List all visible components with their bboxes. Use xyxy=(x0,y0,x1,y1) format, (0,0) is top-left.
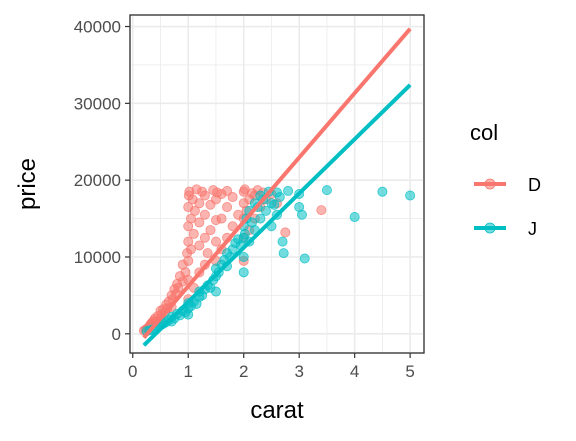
data-point xyxy=(189,205,200,216)
y-axis: 0 10000 20000 30000 40000 xyxy=(74,18,130,344)
data-point xyxy=(278,248,289,259)
legend-item-J: J xyxy=(474,219,537,239)
data-point xyxy=(321,185,332,196)
data-point xyxy=(222,202,233,213)
legend-label: D xyxy=(528,175,541,195)
legend-key-point xyxy=(484,178,496,190)
y-tick-label: 10000 xyxy=(74,248,121,267)
data-point xyxy=(186,244,197,255)
trend-lines xyxy=(142,27,412,347)
data-point xyxy=(216,213,227,224)
y-tick-label: 0 xyxy=(112,325,121,344)
data-point xyxy=(316,205,327,216)
data-point xyxy=(283,185,294,196)
x-tick-label: 0 xyxy=(128,362,137,381)
data-point xyxy=(238,267,249,278)
data-point xyxy=(199,209,210,220)
y-tick-label: 20000 xyxy=(74,171,121,190)
data-point xyxy=(210,236,221,247)
trend-line-J xyxy=(142,83,412,347)
legend: col DJ xyxy=(470,120,541,239)
trend-line-D xyxy=(142,27,412,339)
data-point xyxy=(194,217,205,228)
data-point xyxy=(227,221,238,232)
data-point xyxy=(238,251,249,262)
data-point xyxy=(274,192,285,203)
data-point xyxy=(222,185,233,196)
y-tick-label: 40000 xyxy=(74,18,121,37)
data-point xyxy=(255,213,266,224)
x-axis-title: carat xyxy=(250,397,304,424)
x-tick-label: 1 xyxy=(184,362,193,381)
data-point xyxy=(349,212,360,223)
x-tick-label: 5 xyxy=(405,362,414,381)
data-point xyxy=(202,248,213,259)
data-point xyxy=(227,192,238,203)
data-point xyxy=(280,227,291,238)
data-point xyxy=(405,190,416,201)
data-point xyxy=(199,190,210,201)
y-axis-title: price xyxy=(14,158,41,210)
legend-label: J xyxy=(528,219,537,239)
legend-key-point xyxy=(484,222,496,234)
data-point xyxy=(277,236,288,247)
data-point xyxy=(296,209,307,220)
y-tick-label: 30000 xyxy=(74,94,121,113)
data-point xyxy=(299,253,310,264)
legend-title: col xyxy=(470,120,498,145)
x-tick-label: 2 xyxy=(239,362,248,381)
data-point xyxy=(377,186,388,197)
legend-items: DJ xyxy=(474,175,541,239)
data-point xyxy=(188,228,199,239)
data-point xyxy=(194,240,205,251)
x-tick-label: 4 xyxy=(350,362,359,381)
data-point xyxy=(183,255,194,266)
x-axis: 0 1 2 3 4 5 xyxy=(128,353,415,381)
data-point xyxy=(194,198,205,209)
x-tick-label: 3 xyxy=(294,362,303,381)
panel-border xyxy=(129,14,425,354)
data-point xyxy=(260,205,271,216)
data-point xyxy=(199,232,210,243)
data-point xyxy=(210,286,221,297)
legend-item-D: D xyxy=(474,175,541,195)
grid xyxy=(130,15,424,353)
data-point xyxy=(205,225,216,236)
data-point xyxy=(269,199,280,210)
data-point xyxy=(239,228,250,239)
